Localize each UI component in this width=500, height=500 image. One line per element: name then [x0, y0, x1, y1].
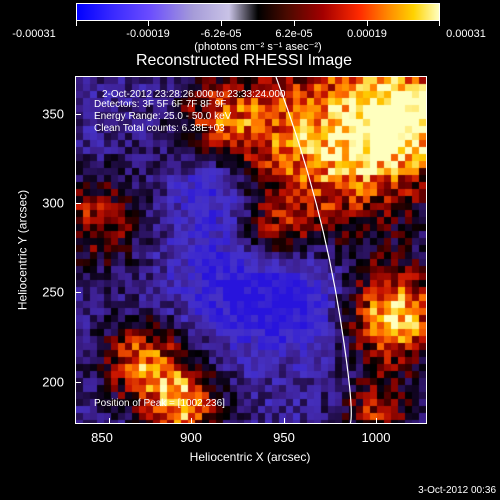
colorbar-label: 0.00019 [347, 28, 387, 40]
annotation-detectors: Detectors: 3F 5F 6F 7F 8F 9F [94, 99, 227, 110]
x-tick-mark [191, 418, 192, 424]
annotation-peak: Position of Peak = [1002,236] [94, 398, 225, 409]
y-tick-mark [75, 114, 81, 115]
x-tick-label: 1000 [361, 430, 391, 445]
y-tick-label: 250 [42, 284, 64, 300]
colorbar-label: -0.00019 [126, 28, 170, 40]
y-tick-label: 350 [42, 106, 64, 122]
colorbar [76, 3, 440, 21]
colorbar-tick [439, 21, 440, 26]
colorbar-tick [294, 21, 295, 26]
colorbar-tick [76, 21, 77, 26]
colorbar-tick [367, 21, 368, 26]
annotation-energy: Energy Range: 25.0 - 50.0 keV [94, 111, 232, 122]
y-tick-label: 200 [42, 374, 64, 390]
annotation-time: 2-Oct-2012 23:28:26.000 to 23:33:24.000 [102, 89, 286, 100]
annotation-clean: Clean Total counts: 6.38E+03 [94, 123, 225, 134]
y-tick-mark [75, 382, 81, 383]
colorbar-tick [148, 21, 149, 26]
colorbar-units: (photons cm⁻² s⁻¹ asec⁻²) [194, 41, 322, 53]
colorbar-label: 0.00031 [446, 28, 486, 40]
x-tick-label: 850 [91, 430, 113, 445]
colorbar-label: -0.00031 [12, 28, 56, 40]
x-axis-label: Heliocentric X (arcsec) [189, 450, 311, 464]
image-plot: 2-Oct-2012 23:28:26.000 to 23:33:24.000 … [75, 76, 427, 424]
timestamp: 3-Oct-2012 00:36 [418, 485, 496, 496]
solar-limb [275, 77, 352, 423]
plot-title: Reconstructed RHESSI Image [135, 52, 353, 69]
x-tick-mark [109, 418, 110, 424]
y-tick-mark [75, 203, 81, 204]
colorbar-label: 6.2e-05 [275, 28, 313, 40]
y-tick-mark [75, 292, 81, 293]
colorbar-tick [221, 21, 222, 26]
y-axis-label: Heliocentric Y (arcsec) [15, 189, 30, 311]
colorbar-label: -6.2e-05 [200, 28, 242, 40]
x-tick-label: 950 [273, 430, 295, 445]
y-tick-label: 300 [42, 195, 64, 211]
limb-curve [275, 77, 352, 423]
x-tick-mark [284, 418, 285, 424]
x-tick-label: 900 [180, 430, 202, 445]
rhessi-image [76, 77, 426, 423]
x-tick-mark [376, 418, 377, 424]
